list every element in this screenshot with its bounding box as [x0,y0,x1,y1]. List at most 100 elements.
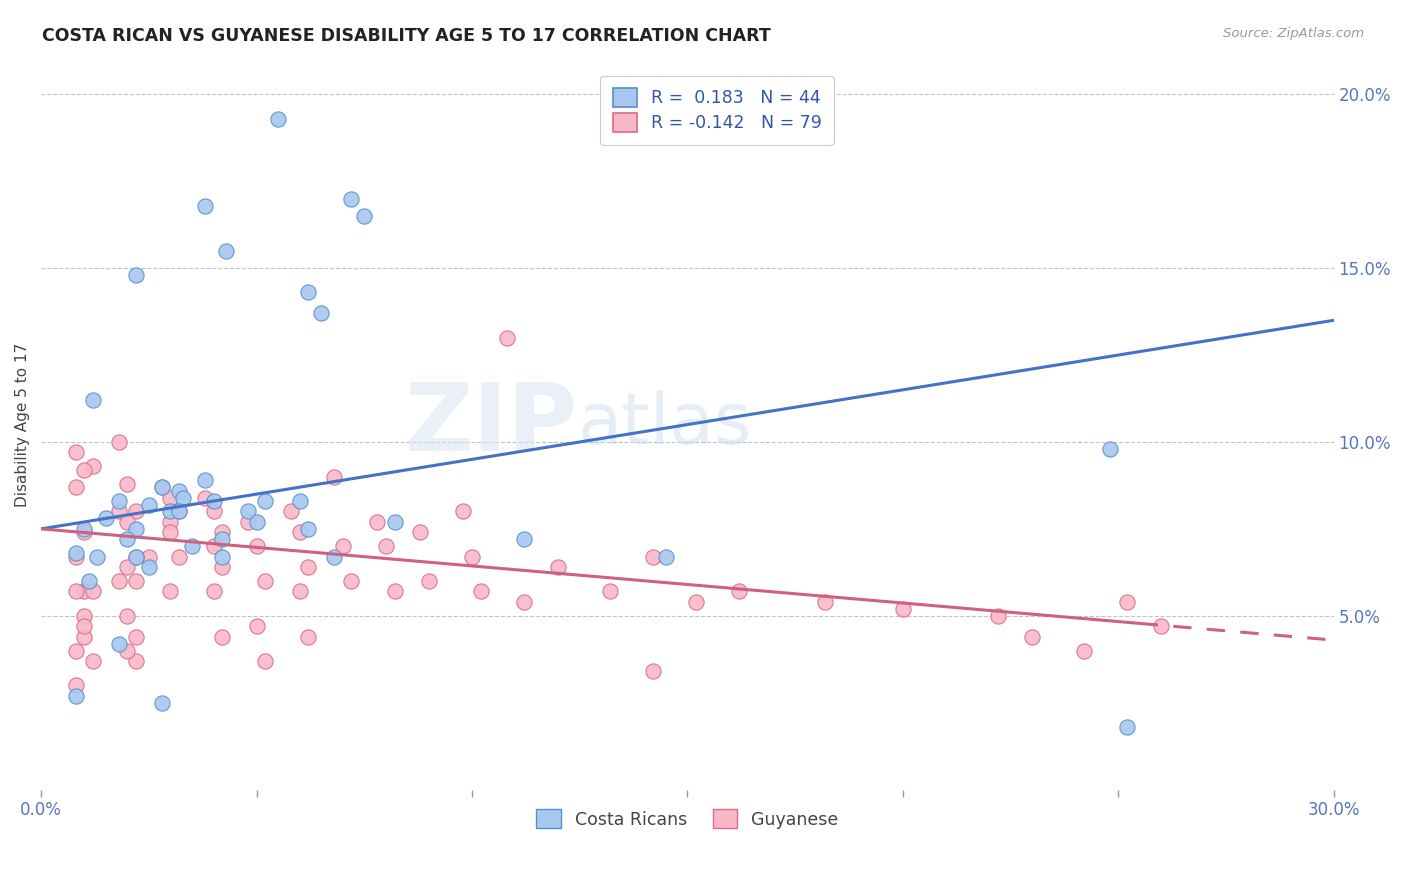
Point [73,608,96,623]
Point [236,504,259,518]
Point [418,574,440,588]
Point [685,595,707,609]
Point [297,560,319,574]
Point [267,112,290,126]
Point [384,515,406,529]
Point [150,480,173,494]
Point [254,574,277,588]
Point [202,584,225,599]
Point [150,480,173,494]
Point [138,560,160,574]
Point [288,584,311,599]
Point [384,584,406,599]
Point [107,494,129,508]
Point [117,643,139,657]
Point [202,539,225,553]
Point [65,689,87,703]
Point [194,473,217,487]
Point [117,515,139,529]
Point [280,504,302,518]
Point [254,494,277,508]
Point [107,504,129,518]
Point [181,539,204,553]
Point [73,584,96,599]
Point [211,533,233,547]
Point [73,630,96,644]
Point [159,525,181,540]
Point [513,533,536,547]
Point [332,539,354,553]
Point [159,584,181,599]
Point [202,504,225,518]
Point [159,491,181,505]
Point [73,463,96,477]
Legend: Costa Ricans, Guyanese: Costa Ricans, Guyanese [530,803,845,836]
Point [297,630,319,644]
Point [125,522,148,536]
Text: atlas: atlas [578,390,752,459]
Point [65,643,87,657]
Point [891,602,914,616]
Point [1115,595,1137,609]
Point [1150,619,1173,633]
Point [86,549,108,564]
Point [254,654,277,668]
Point [309,306,332,320]
Point [641,665,664,679]
Point [547,560,569,574]
Point [167,549,190,564]
Point [655,549,678,564]
Point [1073,643,1095,657]
Point [65,445,87,459]
Text: Source: ZipAtlas.com: Source: ZipAtlas.com [1223,27,1364,40]
Point [167,504,190,518]
Point [73,619,96,633]
Point [246,539,269,553]
Point [495,331,517,345]
Point [353,209,375,223]
Point [297,522,319,536]
Point [461,549,484,564]
Point [82,654,104,668]
Point [211,630,233,644]
Point [125,268,148,282]
Point [65,480,87,494]
Point [107,636,129,650]
Point [159,515,181,529]
Point [125,549,148,564]
Point [599,584,621,599]
Point [814,595,837,609]
Point [1115,720,1137,734]
Point [125,549,148,564]
Point [641,549,664,564]
Point [73,525,96,540]
Point [453,504,475,518]
Point [202,494,225,508]
Point [288,494,311,508]
Point [340,574,363,588]
Point [65,584,87,599]
Point [1021,630,1043,644]
Point [65,546,87,560]
Point [77,574,100,588]
Point [65,678,87,692]
Point [323,549,346,564]
Point [987,608,1010,623]
Point [138,498,160,512]
Point [374,539,396,553]
Point [246,515,269,529]
Point [94,511,117,525]
Point [211,525,233,540]
Point [409,525,432,540]
Point [117,476,139,491]
Point [117,533,139,547]
Point [117,560,139,574]
Point [194,198,217,212]
Point [366,515,388,529]
Point [125,574,148,588]
Point [150,696,173,710]
Point [73,522,96,536]
Point [211,549,233,564]
Point [211,560,233,574]
Point [167,483,190,498]
